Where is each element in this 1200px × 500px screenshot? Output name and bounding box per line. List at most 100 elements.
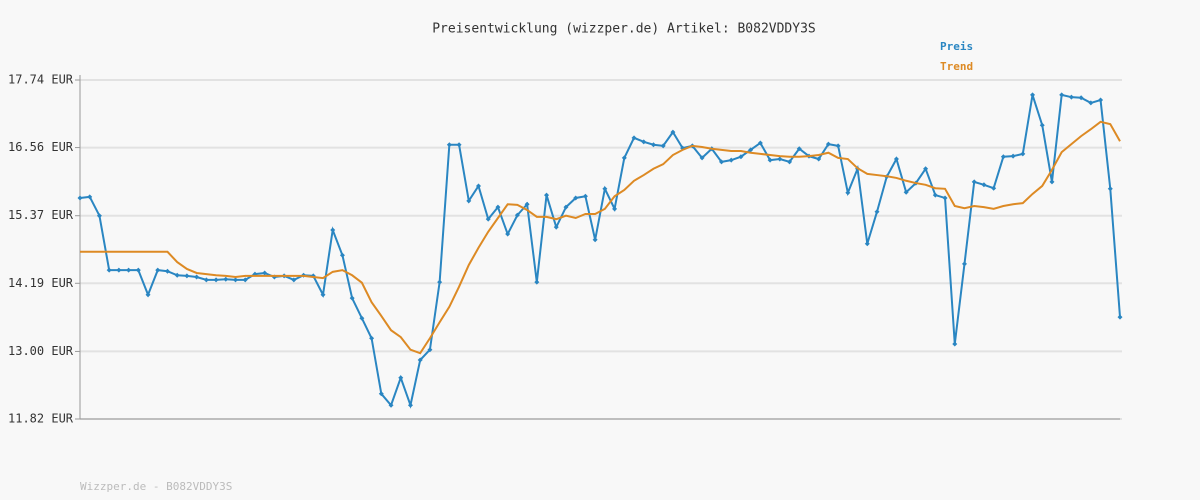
point xyxy=(1049,179,1055,185)
point xyxy=(592,237,598,243)
point xyxy=(174,272,180,278)
point xyxy=(660,143,666,149)
y-tick-label: 15.37 EUR xyxy=(8,208,74,222)
point xyxy=(476,183,482,189)
point xyxy=(738,154,744,160)
point xyxy=(573,195,579,201)
point xyxy=(514,212,520,218)
point xyxy=(495,204,501,210)
point xyxy=(1117,314,1123,320)
point xyxy=(757,140,763,146)
point xyxy=(446,142,452,148)
point xyxy=(971,179,977,185)
point xyxy=(563,204,569,210)
point xyxy=(1010,153,1016,159)
point xyxy=(699,155,705,161)
point xyxy=(378,391,384,397)
point xyxy=(796,146,802,152)
point xyxy=(291,277,297,283)
point xyxy=(417,357,423,363)
point xyxy=(213,277,219,283)
point xyxy=(135,267,141,273)
chart-title: Preisentwicklung (wizzper.de) Artikel: B… xyxy=(432,22,816,37)
point xyxy=(534,279,540,285)
point xyxy=(923,166,929,172)
point xyxy=(874,209,880,215)
legend-label: Trend xyxy=(940,60,973,73)
point xyxy=(787,159,793,165)
point xyxy=(1107,186,1113,192)
point xyxy=(903,189,909,195)
point xyxy=(223,276,229,282)
y-tick-label: 11.82 EUR xyxy=(8,412,74,426)
point xyxy=(728,157,734,163)
point xyxy=(1030,92,1036,98)
point xyxy=(456,142,462,148)
point xyxy=(242,277,248,283)
point xyxy=(369,335,375,341)
point xyxy=(437,279,443,285)
point xyxy=(670,129,676,135)
y-tick-label: 17.74 EUR xyxy=(8,73,74,87)
point xyxy=(320,292,326,298)
point xyxy=(155,267,161,273)
point xyxy=(1000,154,1006,160)
point xyxy=(233,277,239,283)
point xyxy=(1039,122,1045,128)
point xyxy=(767,157,773,163)
footer: Wizzper.de - B082VDDY3S xyxy=(80,480,232,493)
point xyxy=(621,155,627,161)
point xyxy=(748,147,754,153)
point xyxy=(466,198,472,204)
point xyxy=(1059,92,1065,98)
point xyxy=(427,347,433,353)
point xyxy=(388,402,394,408)
point xyxy=(349,295,355,301)
point xyxy=(203,277,209,283)
point xyxy=(184,273,190,279)
point xyxy=(87,194,93,200)
point xyxy=(116,267,122,273)
point xyxy=(1078,95,1084,101)
point xyxy=(106,267,112,273)
point xyxy=(825,141,831,147)
point xyxy=(641,139,647,145)
point xyxy=(991,185,997,191)
point xyxy=(339,252,345,258)
point xyxy=(77,195,83,201)
point xyxy=(952,341,958,347)
y-tick-label: 13.00 EUR xyxy=(8,344,74,358)
point xyxy=(407,402,413,408)
point xyxy=(262,270,268,276)
point xyxy=(1068,94,1074,100)
series-line xyxy=(80,120,1121,355)
point xyxy=(602,186,608,192)
point xyxy=(816,156,822,162)
point xyxy=(612,206,618,212)
y-tick-label: 14.19 EUR xyxy=(8,276,74,290)
point xyxy=(553,224,559,230)
point xyxy=(961,261,967,267)
point xyxy=(650,142,656,148)
point xyxy=(845,190,851,196)
point xyxy=(631,135,637,141)
point xyxy=(359,315,365,321)
point xyxy=(1020,151,1026,157)
point xyxy=(1088,100,1094,106)
y-tick-label: 16.56 EUR xyxy=(8,140,74,154)
point xyxy=(932,192,938,198)
point xyxy=(330,227,336,233)
point xyxy=(864,241,870,247)
point xyxy=(164,268,170,274)
point xyxy=(398,375,404,381)
point xyxy=(524,201,530,207)
point xyxy=(777,156,783,162)
point xyxy=(835,143,841,149)
point xyxy=(718,159,724,165)
point xyxy=(505,231,511,237)
point xyxy=(126,267,132,273)
point xyxy=(981,182,987,188)
point xyxy=(145,292,151,298)
